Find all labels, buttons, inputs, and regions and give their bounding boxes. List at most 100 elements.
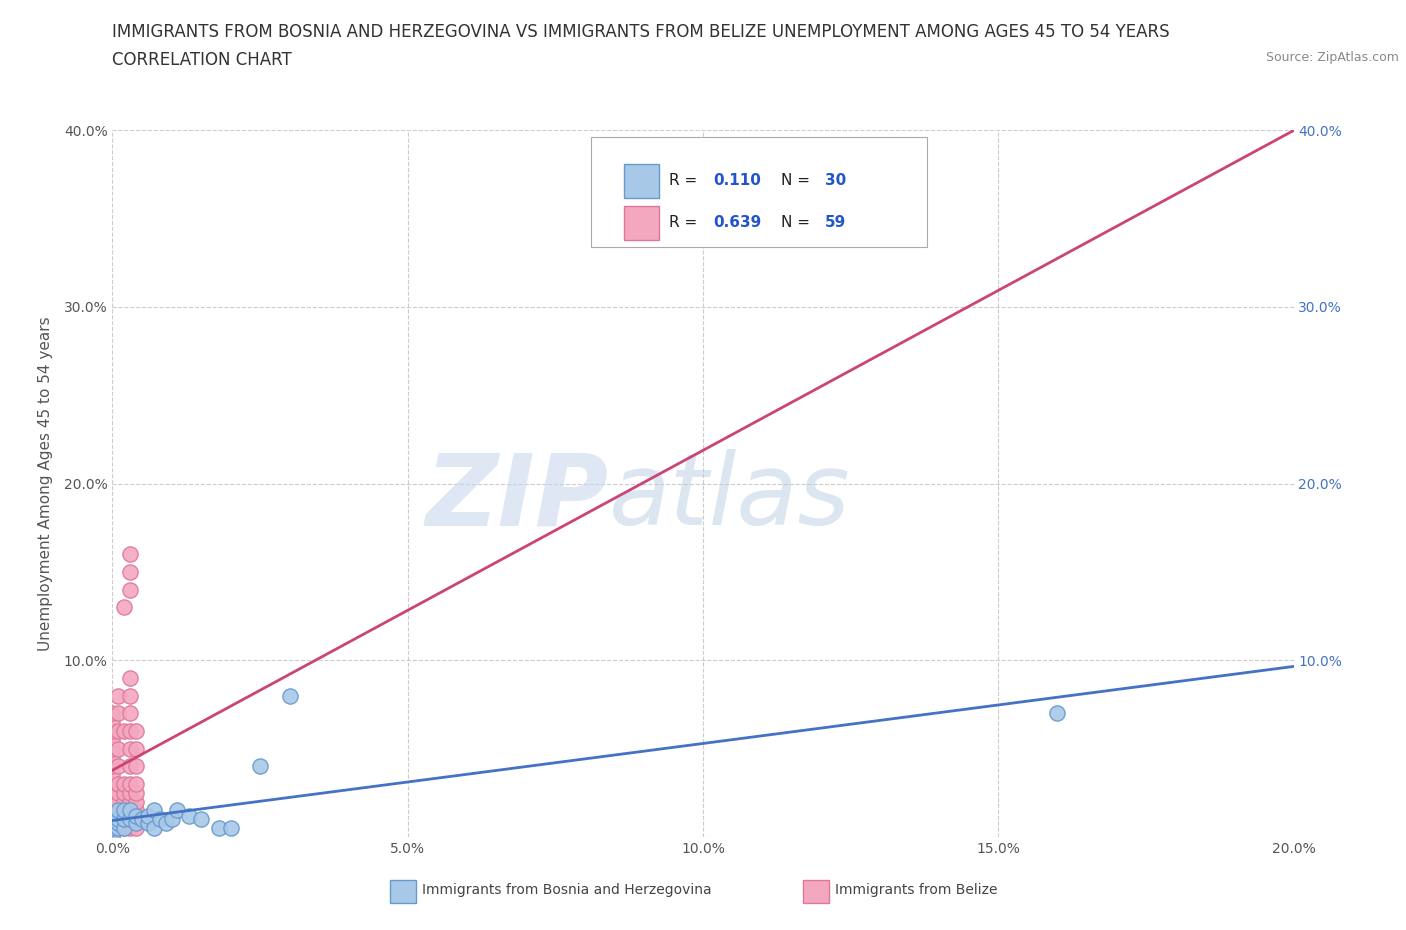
Point bbox=[278, 688, 301, 703]
Point bbox=[125, 816, 148, 830]
Point bbox=[101, 821, 124, 836]
Point bbox=[142, 804, 165, 818]
Point bbox=[120, 785, 142, 800]
Point bbox=[112, 812, 135, 827]
Point bbox=[125, 741, 148, 756]
Point bbox=[136, 808, 159, 823]
Point bbox=[101, 794, 124, 809]
Point bbox=[125, 808, 148, 823]
Point bbox=[107, 812, 129, 827]
Point bbox=[101, 750, 124, 764]
Text: 59: 59 bbox=[825, 215, 846, 230]
Point bbox=[120, 741, 142, 756]
Point bbox=[107, 821, 129, 836]
Point bbox=[101, 812, 124, 827]
Text: N =: N = bbox=[780, 173, 815, 188]
Point bbox=[125, 785, 148, 800]
Point bbox=[120, 547, 142, 562]
Point bbox=[101, 759, 124, 774]
Text: 0.639: 0.639 bbox=[714, 215, 762, 230]
Point bbox=[112, 724, 135, 738]
FancyBboxPatch shape bbox=[803, 880, 830, 903]
Point bbox=[166, 804, 188, 818]
Point bbox=[112, 804, 135, 818]
Point bbox=[131, 812, 153, 827]
Point bbox=[107, 777, 129, 791]
Point bbox=[208, 821, 231, 836]
Point bbox=[120, 794, 142, 809]
Point bbox=[107, 688, 129, 703]
Text: Source: ZipAtlas.com: Source: ZipAtlas.com bbox=[1265, 51, 1399, 64]
Point bbox=[120, 759, 142, 774]
Point bbox=[107, 821, 129, 836]
Text: CORRELATION CHART: CORRELATION CHART bbox=[112, 51, 292, 69]
Text: 0.110: 0.110 bbox=[714, 173, 762, 188]
Point bbox=[101, 830, 124, 844]
Point bbox=[120, 565, 142, 579]
Point bbox=[107, 804, 129, 818]
Point bbox=[107, 785, 129, 800]
Point bbox=[112, 600, 135, 615]
Point bbox=[120, 804, 142, 818]
Point bbox=[219, 821, 242, 836]
Point bbox=[101, 706, 124, 721]
Point bbox=[120, 804, 142, 818]
Point bbox=[112, 804, 135, 818]
Point bbox=[179, 808, 201, 823]
Point bbox=[125, 804, 148, 818]
Point bbox=[120, 724, 142, 738]
FancyBboxPatch shape bbox=[624, 206, 659, 240]
Point bbox=[190, 812, 212, 827]
Y-axis label: Unemployment Among Ages 45 to 54 years: Unemployment Among Ages 45 to 54 years bbox=[38, 316, 52, 651]
Point bbox=[125, 821, 148, 836]
Point bbox=[101, 812, 124, 827]
Point bbox=[142, 821, 165, 836]
Point bbox=[112, 821, 135, 836]
Point bbox=[131, 812, 153, 827]
Text: 30: 30 bbox=[825, 173, 846, 188]
Point bbox=[1046, 706, 1069, 721]
Point bbox=[101, 777, 124, 791]
Point bbox=[120, 777, 142, 791]
Point bbox=[101, 830, 124, 844]
Point bbox=[101, 804, 124, 818]
Point bbox=[120, 688, 142, 703]
Point bbox=[125, 794, 148, 809]
Point bbox=[112, 777, 135, 791]
Text: R =: R = bbox=[669, 215, 702, 230]
Point bbox=[107, 812, 129, 827]
Point bbox=[120, 812, 142, 827]
Point bbox=[160, 812, 183, 827]
FancyBboxPatch shape bbox=[591, 138, 928, 246]
Point bbox=[101, 714, 124, 729]
FancyBboxPatch shape bbox=[389, 880, 416, 903]
Point bbox=[112, 812, 135, 827]
Point bbox=[120, 812, 142, 827]
Point bbox=[120, 821, 142, 836]
Point bbox=[101, 741, 124, 756]
Point bbox=[112, 785, 135, 800]
Point bbox=[101, 821, 124, 836]
Point bbox=[125, 777, 148, 791]
Point bbox=[149, 812, 172, 827]
Point bbox=[125, 812, 148, 827]
Point bbox=[101, 768, 124, 783]
Text: ZIP: ZIP bbox=[426, 449, 609, 546]
Text: N =: N = bbox=[780, 215, 815, 230]
Point bbox=[125, 759, 148, 774]
Point bbox=[107, 706, 129, 721]
Text: atlas: atlas bbox=[609, 449, 851, 546]
Point bbox=[107, 759, 129, 774]
Point bbox=[101, 733, 124, 748]
Point bbox=[101, 785, 124, 800]
Text: R =: R = bbox=[669, 173, 702, 188]
FancyBboxPatch shape bbox=[624, 164, 659, 197]
Point bbox=[125, 724, 148, 738]
Point bbox=[107, 724, 129, 738]
Point bbox=[107, 741, 129, 756]
Point bbox=[112, 794, 135, 809]
Point bbox=[112, 821, 135, 836]
Text: Immigrants from Belize: Immigrants from Belize bbox=[835, 883, 998, 897]
Point bbox=[155, 816, 177, 830]
Point bbox=[120, 706, 142, 721]
